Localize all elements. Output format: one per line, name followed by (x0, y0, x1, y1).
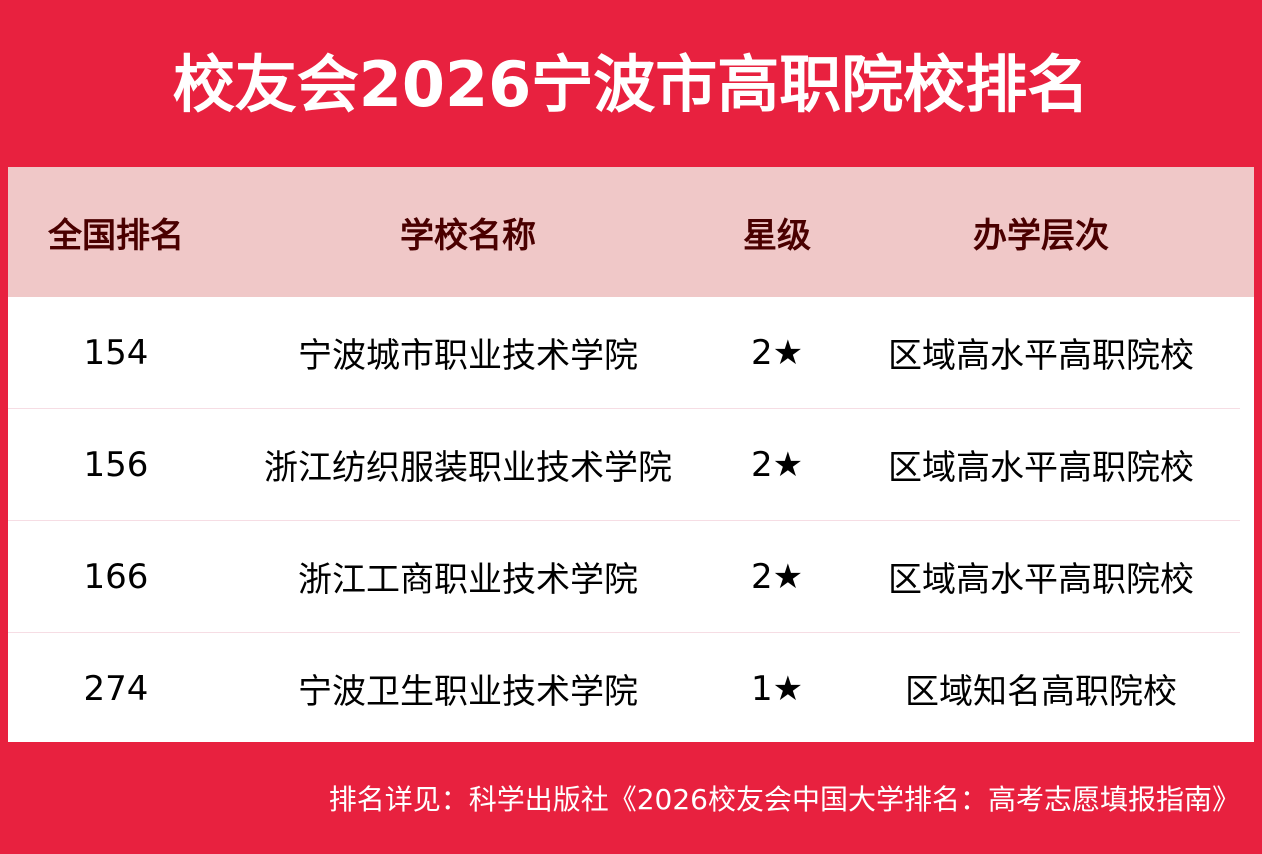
stars-cell: 2★ (750, 444, 804, 485)
rank-cell: 166 (83, 556, 149, 597)
header-rank: 全国排名 (48, 215, 184, 256)
header-level: 办学层次 (973, 215, 1109, 256)
source-note: 排名详见：科学出版社《2026校友会中国大学排名：高考志愿填报指南》 (328, 783, 1240, 816)
page-title: 校友会2026宁波市高职院校排名 (172, 48, 1090, 121)
stars-cell: 2★ (750, 332, 804, 373)
level-cell: 区域知名高职院校 (905, 672, 1177, 712)
table-row: 274 宁波卫生职业技术学院 1★ 区域知名高职院校 (8, 633, 1240, 744)
table-header: 全国排名 学校名称 星级 办学层次 (8, 167, 1254, 297)
rank-cell: 274 (83, 668, 149, 709)
table-row: 156 浙江纺织服装职业技术学院 2★ 区域高水平高职院校 (8, 409, 1240, 521)
school-cell: 浙江工商职业技术学院 (298, 560, 638, 600)
table-row: 166 浙江工商职业技术学院 2★ 区域高水平高职院校 (8, 521, 1240, 633)
level-cell: 区域高水平高职院校 (888, 560, 1194, 600)
ranking-table: 全国排名 学校名称 星级 办学层次 154 宁波城市职业技术学院 2★ 区域高水… (8, 167, 1254, 742)
school-cell: 宁波卫生职业技术学院 (298, 672, 638, 712)
school-cell: 宁波城市职业技术学院 (298, 336, 638, 376)
level-cell: 区域高水平高职院校 (888, 448, 1194, 488)
school-cell: 浙江纺织服装职业技术学院 (264, 448, 672, 488)
table-row: 154 宁波城市职业技术学院 2★ 区域高水平高职院校 (8, 297, 1240, 409)
header-stars: 星级 (743, 215, 811, 256)
stars-cell: 1★ (750, 668, 804, 709)
rank-cell: 156 (83, 444, 149, 485)
level-cell: 区域高水平高职院校 (888, 336, 1194, 376)
header-school: 学校名称 (400, 215, 536, 256)
stars-cell: 2★ (750, 556, 804, 597)
rank-cell: 154 (83, 332, 149, 373)
